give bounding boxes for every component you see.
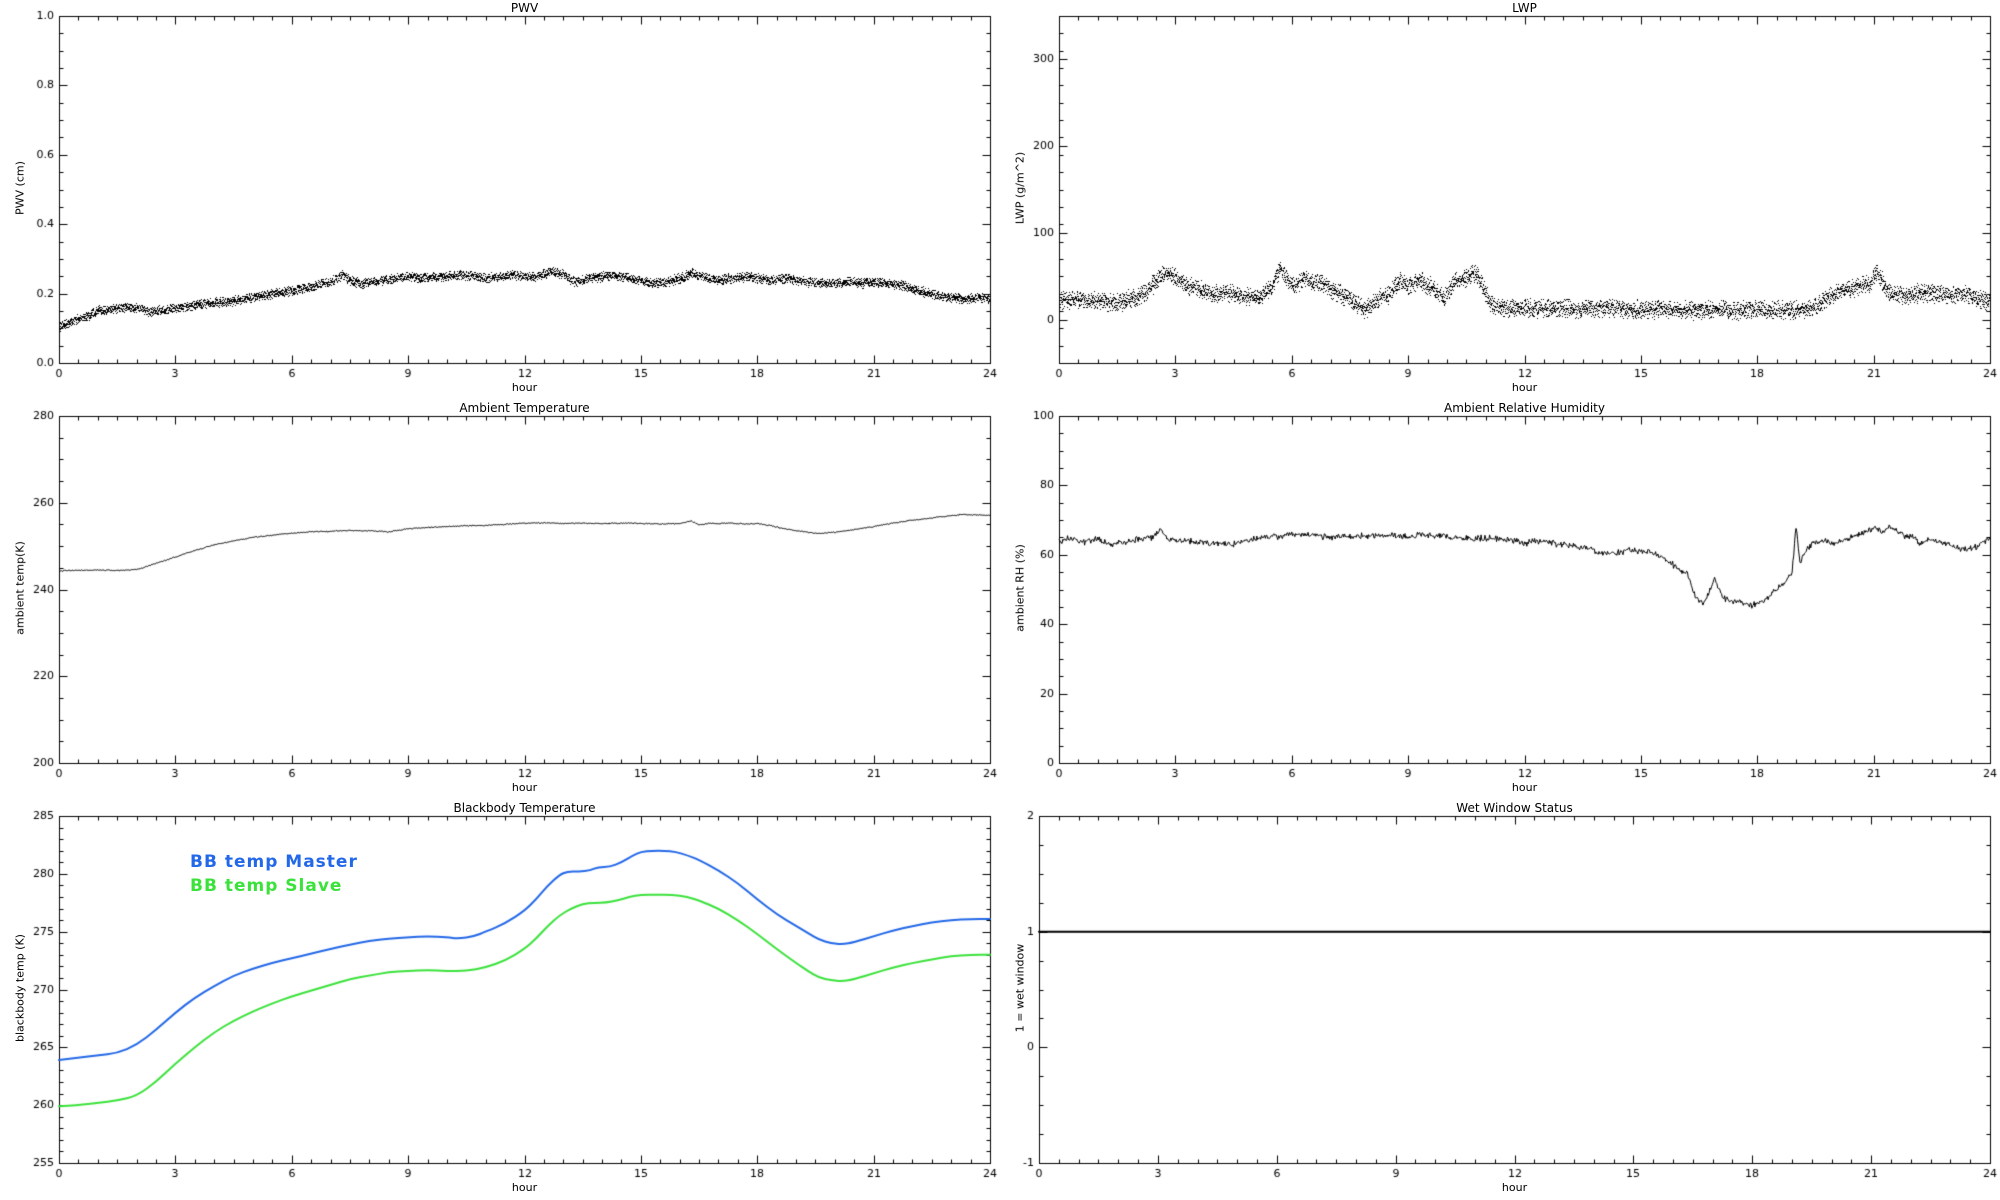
ambient-temp-x-axis-label: hour xyxy=(511,781,538,794)
lwp-chart-canvas xyxy=(1000,0,2000,400)
ambient-rh-panel: Ambient Relative Humidity ambient RH (%)… xyxy=(1000,400,2000,800)
lwp-y-axis-label: LWP (g/m^2) xyxy=(1013,151,1027,225)
blackbody-y-axis-label: blackbody temp (K) xyxy=(13,934,27,1042)
ambient-temp-y-axis-label: ambient temp(K) xyxy=(13,541,27,635)
ambient-rh-chart-title: Ambient Relative Humidity xyxy=(1444,401,1605,415)
blackbody-x-axis-label: hour xyxy=(511,1181,538,1194)
lwp-panel: LWP LWP (g/m^2) hour xyxy=(1000,0,2000,400)
blackbody-panel: Blackbody Temperature blackbody temp (K)… xyxy=(0,800,1000,1200)
legend-bb-temp-slave: BB temp Slave xyxy=(190,876,343,896)
pwv-chart-title: PWV xyxy=(510,1,539,15)
ambient-rh-chart-canvas xyxy=(1000,400,2000,800)
ambient-temp-panel: Ambient Temperature ambient temp(K) hour xyxy=(0,400,1000,800)
legend-bb-temp-master: BB temp Master xyxy=(190,852,358,872)
wet-window-y-axis-label: 1 = wet window xyxy=(1013,943,1027,1033)
wet-window-x-axis-label: hour xyxy=(1501,1181,1528,1194)
ambient-rh-x-axis-label: hour xyxy=(1511,781,1538,794)
blackbody-chart-title: Blackbody Temperature xyxy=(453,801,596,815)
blackbody-chart-canvas xyxy=(0,800,1000,1200)
pwv-chart-canvas xyxy=(0,0,1000,400)
pwv-x-axis-label: hour xyxy=(511,381,538,394)
lwp-x-axis-label: hour xyxy=(1511,381,1538,394)
wet-window-panel: Wet Window Status 1 = wet window hour xyxy=(1000,800,2000,1200)
ambient-temp-chart-canvas xyxy=(0,400,1000,800)
wet-window-chart-title: Wet Window Status xyxy=(1456,801,1573,815)
ambient-temp-chart-title: Ambient Temperature xyxy=(459,401,590,415)
ambient-rh-y-axis-label: ambient RH (%) xyxy=(1013,544,1027,632)
wet-window-chart-canvas xyxy=(1000,800,2000,1200)
pwv-y-axis-label: PWV (cm) xyxy=(13,161,27,215)
lwp-chart-title: LWP xyxy=(1512,1,1537,15)
pwv-panel: PWV PWV (cm) hour xyxy=(0,0,1000,400)
